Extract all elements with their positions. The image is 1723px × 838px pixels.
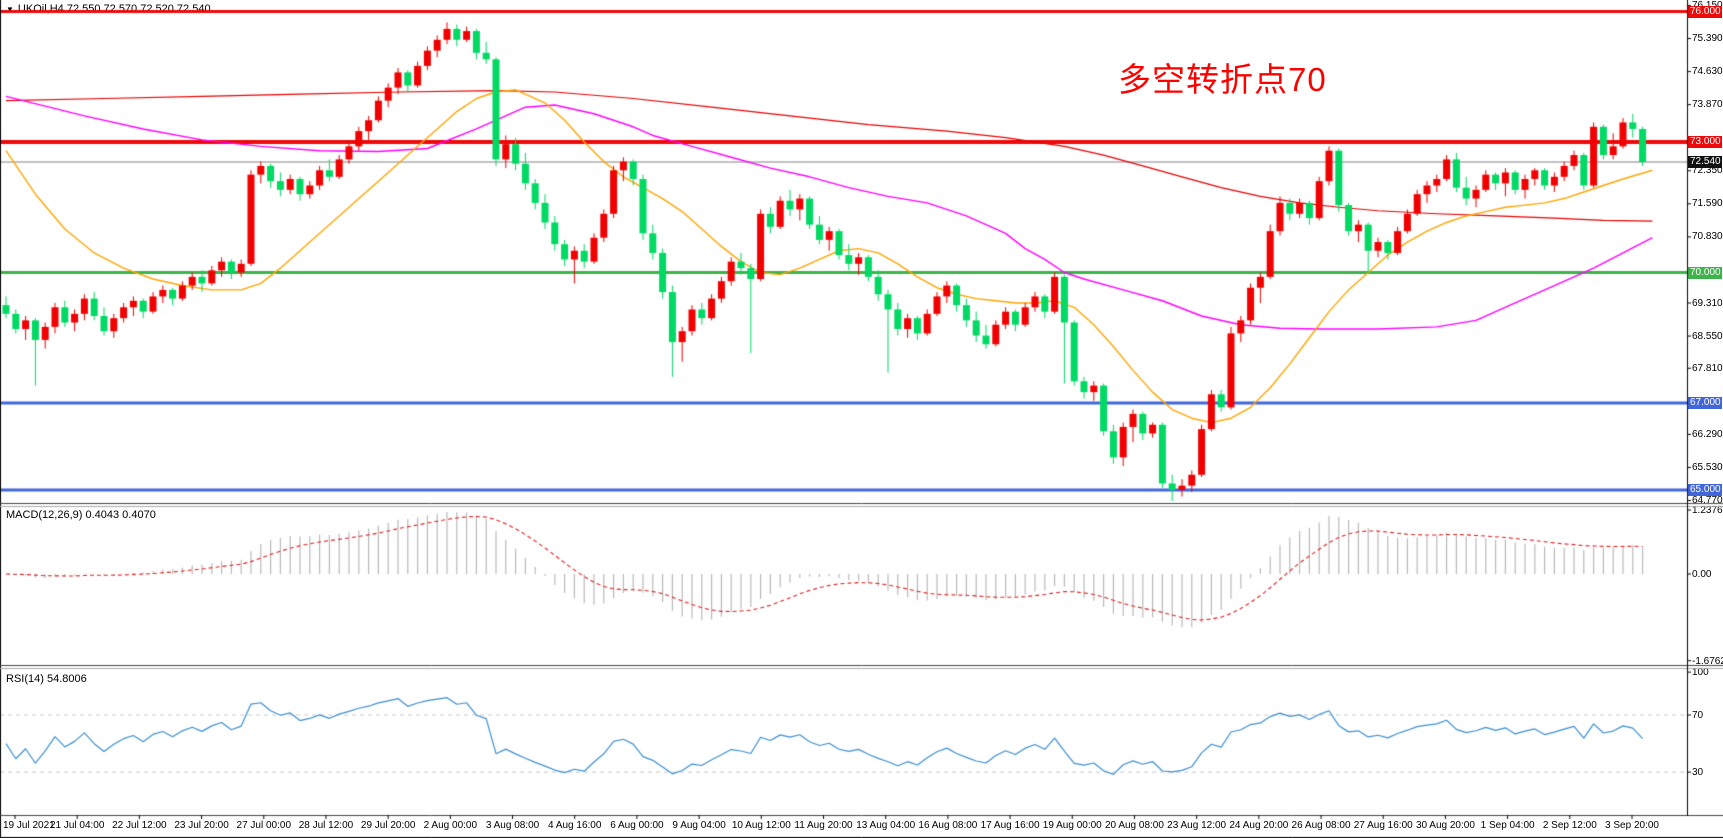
chart-annotation-text[interactable]: 多空转折点70	[1118, 61, 1327, 98]
macd-indicator-label: MACD(12,26,9) 0.4043 0.4070	[6, 509, 156, 521]
rsi-indicator-label: RSI(14) 54.8006	[6, 673, 87, 685]
